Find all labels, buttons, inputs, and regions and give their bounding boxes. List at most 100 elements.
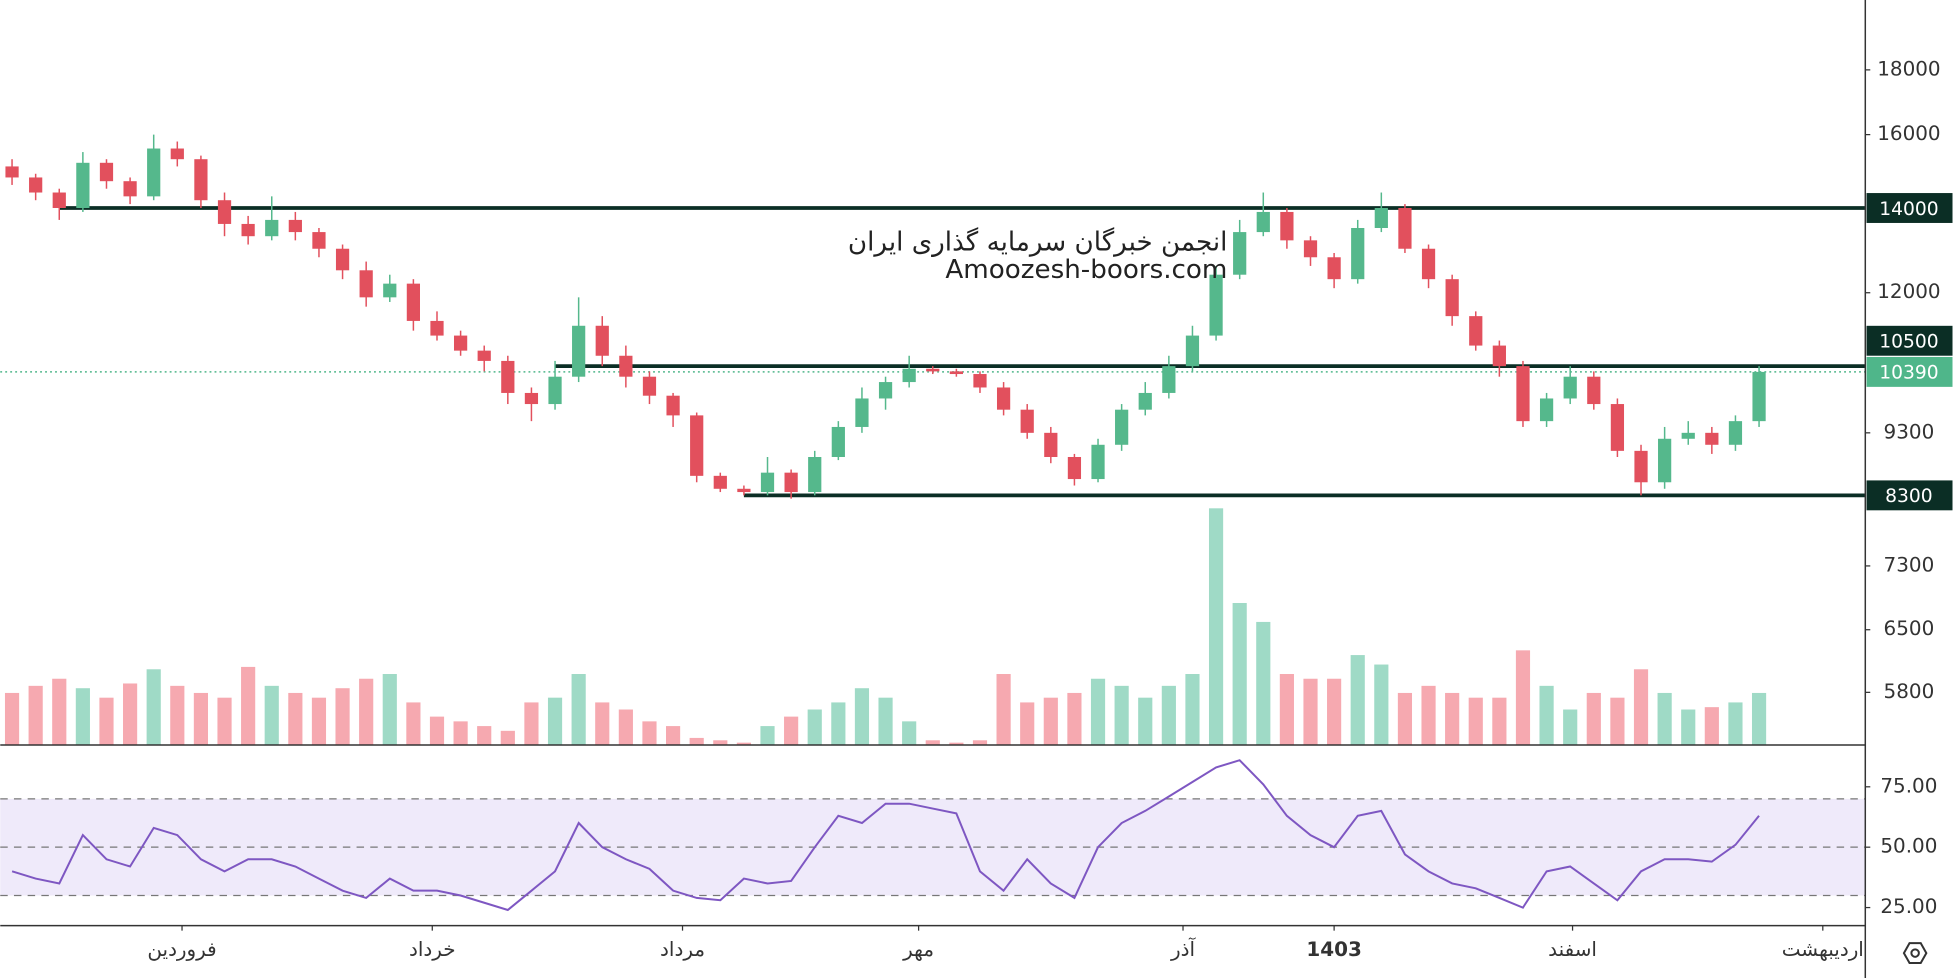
candle-body	[1658, 438, 1672, 483]
volume-bar	[359, 678, 374, 746]
candle-body	[123, 181, 137, 197]
candle-body	[1610, 404, 1625, 451]
candle-body	[383, 283, 397, 298]
candle-body	[1563, 376, 1577, 399]
candle-body	[902, 368, 916, 383]
candle-body	[217, 200, 232, 224]
candle-body	[1445, 279, 1459, 317]
volume-bar	[1657, 692, 1672, 746]
settings-icon-dot[interactable]	[1910, 948, 1920, 958]
candle-body	[194, 159, 208, 201]
volume-bar	[1374, 664, 1389, 746]
volume-bar	[1563, 709, 1578, 746]
x-tick-label: فروردین	[147, 938, 216, 961]
candle-body	[1115, 409, 1129, 445]
candle-body	[973, 374, 987, 388]
candle-body	[241, 223, 255, 237]
volume-bar	[618, 709, 633, 746]
candle-body	[878, 382, 893, 399]
last-price-box	[1866, 356, 1953, 387]
volume-bar	[1043, 697, 1058, 746]
volume-bar	[1161, 685, 1176, 746]
candle-body	[831, 426, 845, 457]
candle-body	[1469, 316, 1483, 346]
rsi-tick-label: 75.00	[1880, 774, 1937, 797]
y-tick-label: 7300	[1884, 553, 1935, 576]
x-tick-label: مرداد	[660, 938, 705, 961]
level-label: 14000	[1879, 199, 1938, 220]
volume-bar	[665, 726, 681, 746]
candle-body	[147, 148, 161, 197]
candle-body	[1634, 450, 1648, 483]
candle-body	[572, 325, 586, 377]
candle-body	[501, 360, 515, 393]
volume-bar	[429, 716, 445, 746]
candle-body	[477, 350, 491, 361]
candle-body	[1351, 227, 1365, 280]
volume-bar	[477, 726, 492, 746]
candle-body	[1091, 444, 1105, 480]
candle-body	[359, 270, 373, 298]
y-tick-label: 9300	[1884, 420, 1935, 443]
settings-icon-shape[interactable]	[1902, 942, 1928, 965]
candle-body	[76, 162, 90, 209]
candle-body	[666, 395, 680, 416]
candle-body	[1516, 366, 1530, 422]
volume-bar	[1586, 692, 1601, 746]
volume-bar	[1327, 678, 1342, 746]
y-tick-label: 6500	[1884, 617, 1935, 640]
volume-bar	[1704, 707, 1719, 746]
level-label-box	[1866, 480, 1953, 511]
y-tick-label: 18000	[1877, 57, 1940, 80]
volume-bar	[1728, 702, 1743, 746]
volume-bar	[500, 730, 515, 746]
volume-bar	[264, 685, 279, 746]
volume-bar	[382, 674, 397, 746]
x-tick-label: آذر	[1170, 937, 1196, 961]
candle-body	[1067, 456, 1082, 480]
candle-body	[29, 177, 43, 193]
volume-bar	[1681, 709, 1696, 746]
settings-icon[interactable]	[1902, 942, 1928, 965]
candle-body	[5, 166, 19, 178]
candle-body	[1185, 335, 1200, 367]
candle-body	[430, 320, 444, 336]
volume-bar	[1751, 692, 1767, 746]
volume-bar	[311, 697, 327, 746]
volume-bar	[902, 721, 917, 746]
volume-bar	[547, 697, 563, 746]
candle-body	[926, 368, 940, 372]
candle-body	[1398, 208, 1412, 249]
volume-bar	[1610, 697, 1625, 746]
volume-bar	[996, 674, 1011, 746]
candle-body	[1492, 345, 1506, 367]
rsi-line	[11, 759, 1760, 912]
watermark-url: Amoozesh-boors.com	[945, 255, 1227, 285]
candle-body	[52, 192, 66, 209]
volume-bar	[831, 702, 846, 746]
level-label: 8300	[1885, 486, 1933, 507]
volume-bar	[925, 740, 940, 746]
candle-body	[784, 472, 798, 493]
volume-bar	[193, 692, 208, 746]
candle-body	[288, 219, 302, 233]
volume-bar	[1020, 702, 1035, 746]
candle-body	[737, 488, 751, 493]
volume-bar	[1397, 692, 1413, 746]
candle-body	[548, 376, 562, 405]
volume-bar	[854, 688, 870, 746]
volume-bar	[75, 688, 90, 746]
x-tick-label: اردیبهشت	[1782, 938, 1864, 961]
volume-bar	[1303, 678, 1318, 746]
volume-bar	[1067, 692, 1082, 746]
volume-bar	[1468, 697, 1483, 746]
rsi-tick-label: 25.00	[1880, 895, 1937, 918]
volume-bar	[217, 697, 232, 746]
candle-body	[335, 248, 350, 271]
volume-bar	[689, 737, 704, 746]
candle-body	[1256, 211, 1270, 233]
x-tick-label: خرداد	[409, 938, 456, 961]
volume-bar	[1090, 678, 1106, 746]
volume-bar	[1539, 685, 1554, 746]
